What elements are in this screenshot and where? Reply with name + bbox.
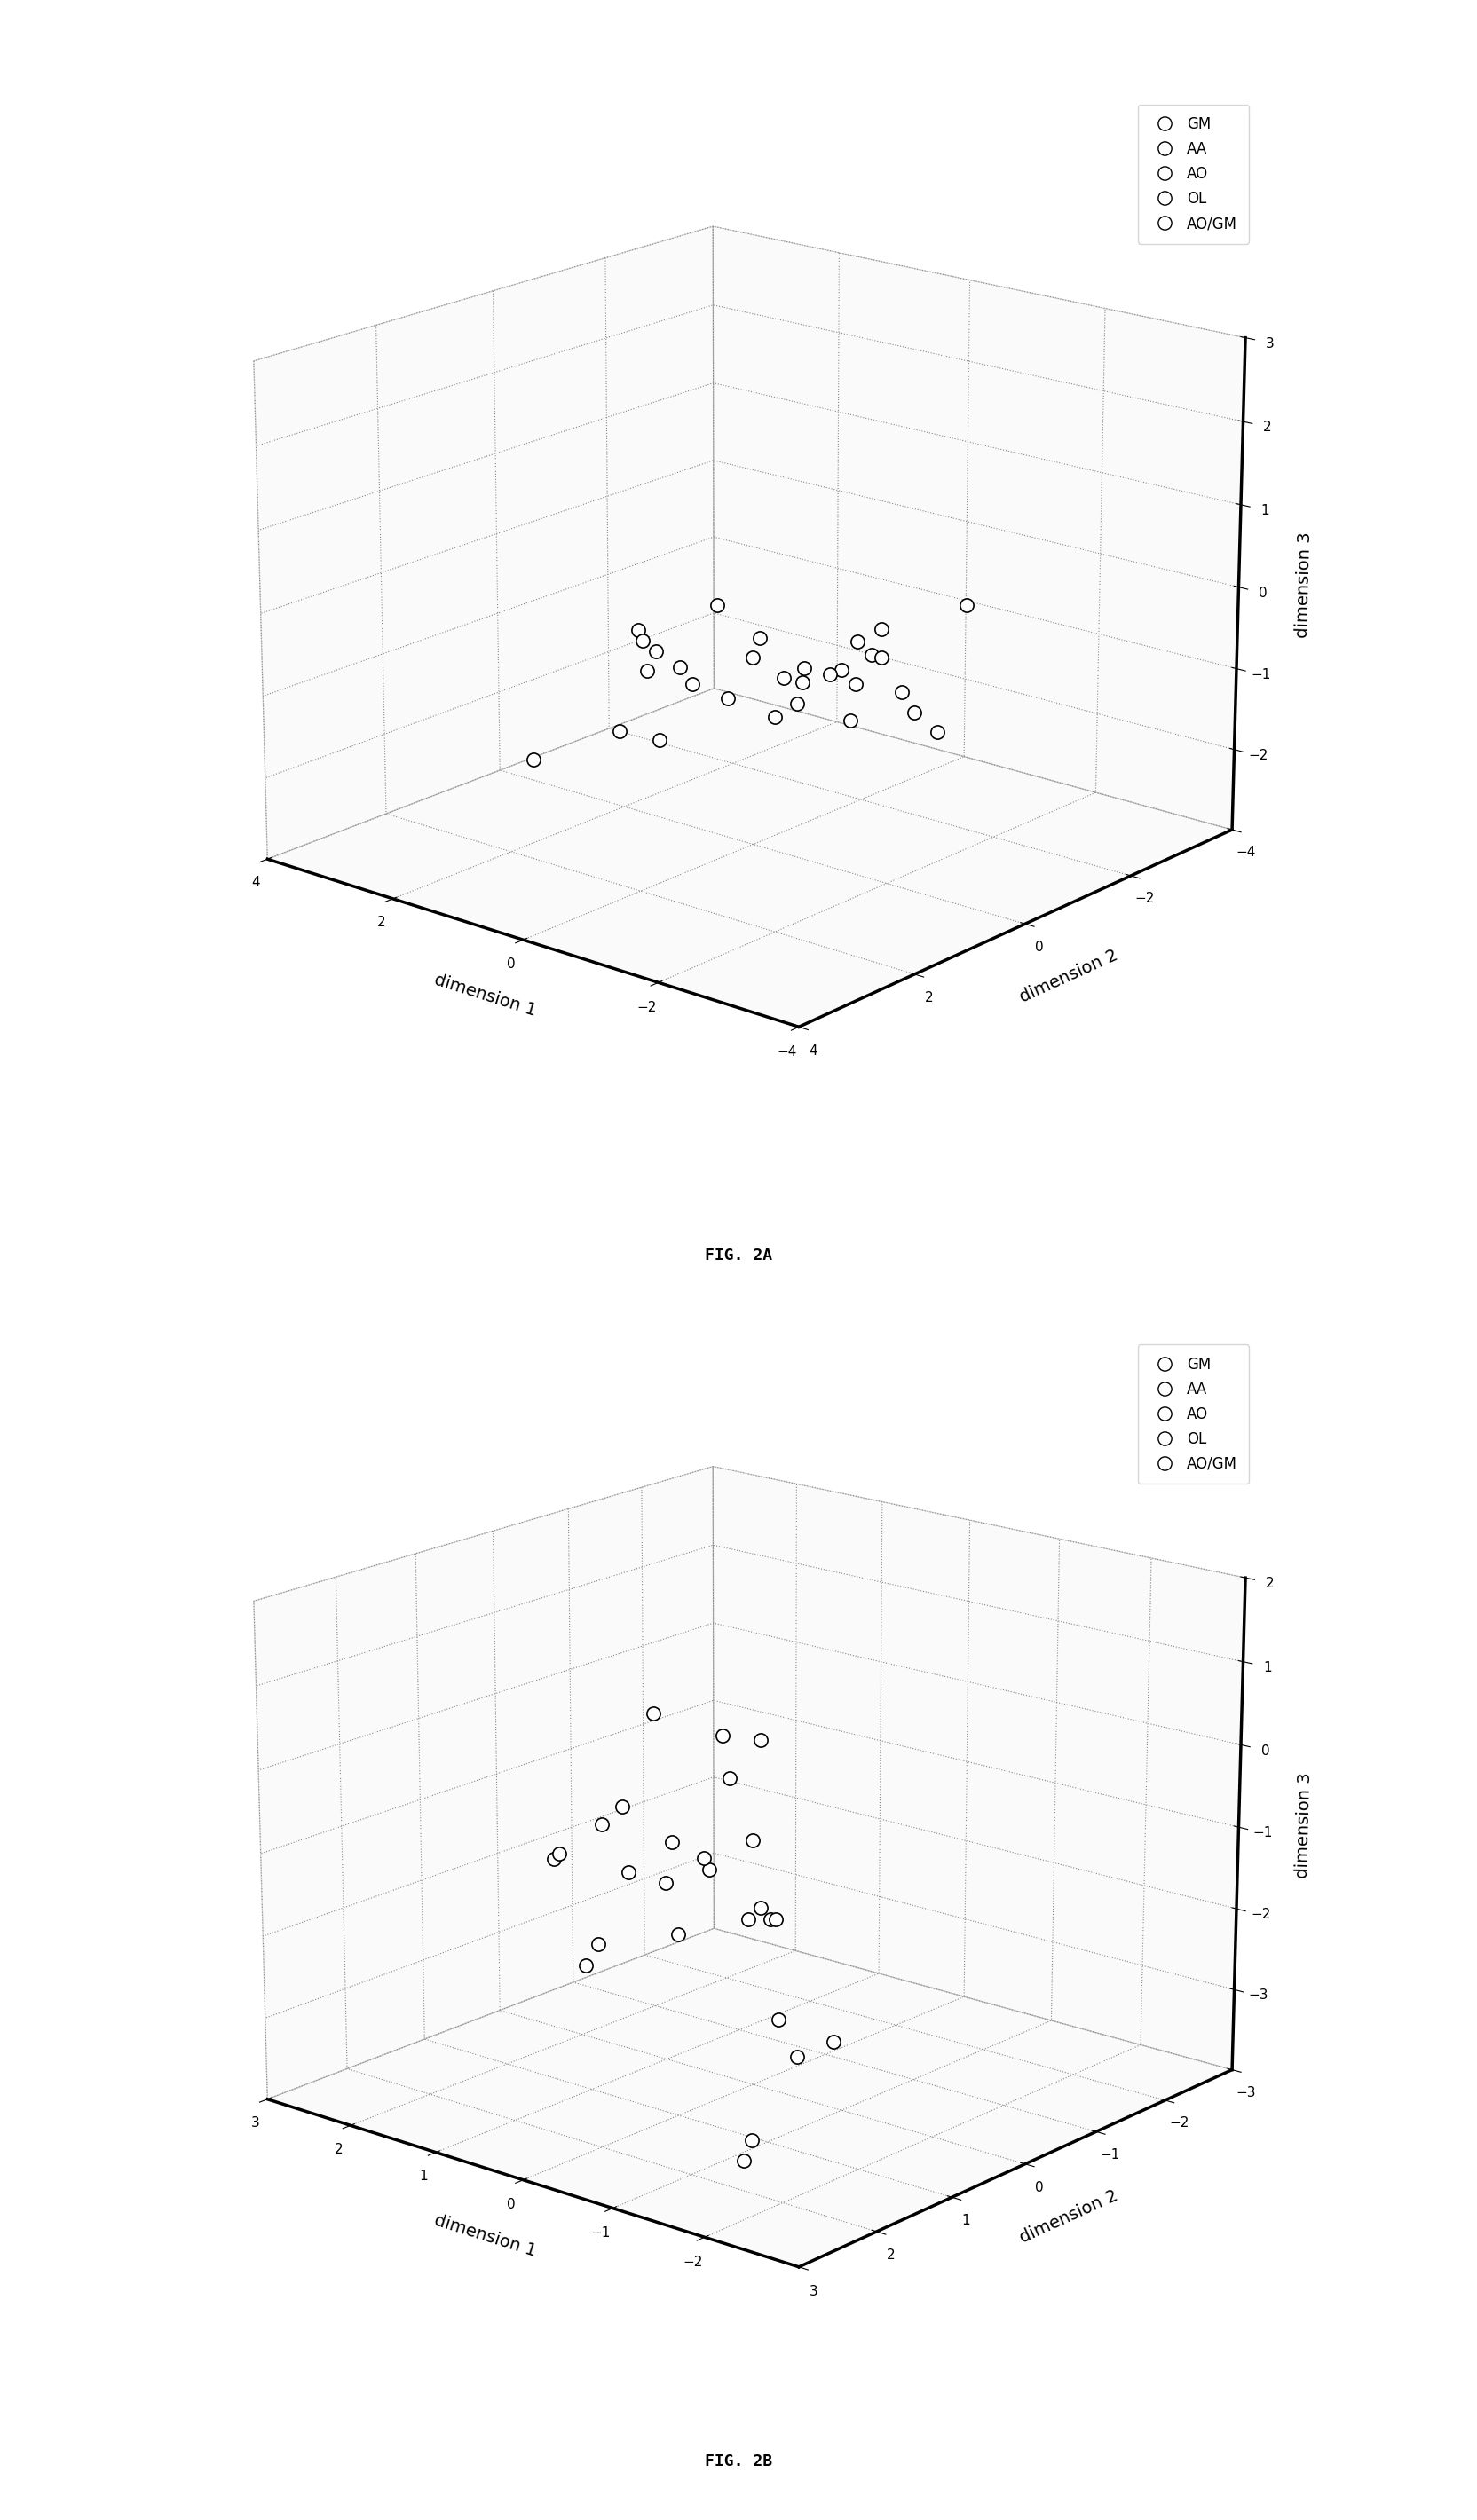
Legend: GM, AA, AO, OL, AO/GM: GM, AA, AO, OL, AO/GM [1137,103,1250,244]
X-axis label: dimension 1: dimension 1 [433,970,539,1021]
Legend: GM, AA, AO, OL, AO/GM: GM, AA, AO, OL, AO/GM [1137,1346,1250,1484]
Y-axis label: dimension 2: dimension 2 [1018,948,1121,1005]
Text: FIG. 2B: FIG. 2B [705,2454,772,2470]
Y-axis label: dimension 2: dimension 2 [1018,2187,1121,2245]
Text: FIG. 2A: FIG. 2A [705,1247,772,1263]
X-axis label: dimension 1: dimension 1 [433,2213,539,2260]
